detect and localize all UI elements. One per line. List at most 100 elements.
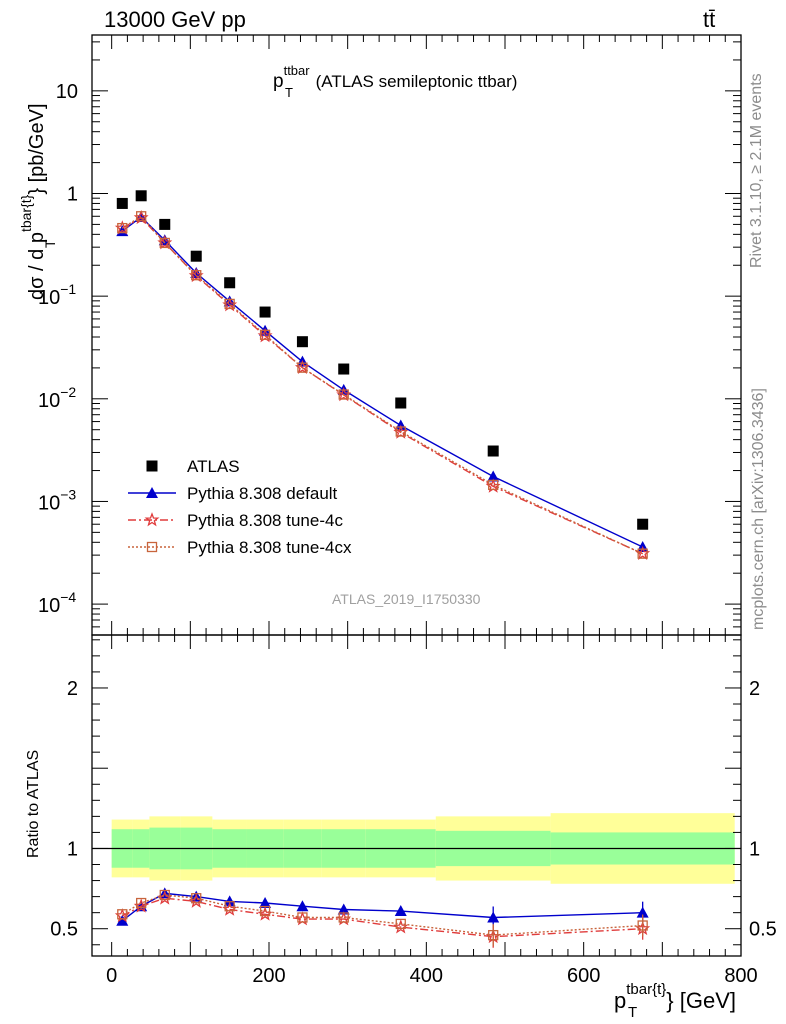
ratio-point-default — [487, 911, 500, 923]
legend: ATLAS Pythia 8.308 default Pythia 8.308 tu… — [128, 457, 352, 557]
ratio-line-tune4c — [121, 897, 643, 938]
ratio-point-default — [223, 895, 236, 907]
main-point-data — [224, 277, 236, 289]
main-point-tune4cx — [297, 362, 308, 373]
ratio-point-tune4cx — [297, 912, 308, 923]
main-ytick-label: 10−3 — [38, 486, 76, 514]
ratio-xtick-label: 200 — [252, 965, 285, 987]
xlabel-rest: } [GeV] — [666, 988, 736, 1013]
ratio-point-default — [394, 905, 407, 917]
svg-text:T: T — [42, 239, 58, 248]
main-point-data — [116, 197, 128, 209]
ratio-point-tune4cx — [395, 918, 406, 930]
energy-label: 13000 GeV pp — [104, 7, 246, 32]
main-point-data — [487, 445, 499, 457]
ratio-point-default — [296, 900, 309, 912]
main-point-tune4cx — [637, 548, 648, 559]
legend-marker-default — [146, 487, 158, 498]
xlabel: ptbar{t}} [GeV] T — [614, 981, 736, 1021]
ratio-point-default — [636, 906, 649, 918]
main-series-tune4c — [114, 209, 651, 560]
legend-marker-data — [146, 460, 158, 472]
mcplots-label: mcplots.cern.ch [arXiv:1306.3436] — [750, 388, 767, 630]
ratio-ytick-label-left: 2 — [67, 678, 78, 700]
legend-marker-tune4c — [144, 512, 160, 527]
plot-title-rest: (ATLAS semileptonic ttbar) — [316, 72, 518, 91]
ratio-point-tune4cx — [488, 929, 499, 941]
ratio-xtick-label: 800 — [724, 965, 757, 987]
xlabel-main: p — [614, 988, 626, 1013]
main-point-tune4cx — [395, 426, 406, 437]
main-ytick-label: 10−2 — [38, 384, 76, 412]
main-ytick-label: 10−4 — [38, 589, 76, 617]
ratio-ytick-label-right: 2 — [749, 678, 760, 700]
main-point-data — [296, 336, 308, 348]
ratio-ylabel: Ratio to ATLAS — [25, 750, 42, 858]
ratio-series-tune4cx — [117, 889, 648, 947]
ratio-point-tune4cx — [191, 893, 202, 904]
main-ylabel: dσ / d ptbar{t}} [pb/GeV] T — [18, 104, 58, 301]
legend-label-default: Pythia 8.308 default — [187, 484, 338, 503]
main-point-tune4cx — [159, 237, 170, 249]
ratio-xtick-label: 600 — [567, 965, 600, 987]
ratio-point-default — [259, 897, 272, 909]
main-plot-area — [114, 190, 651, 560]
ratio-xtick-label: 400 — [410, 965, 443, 987]
ratio-axes: 0.5 0.5 1 1 2 2 0 200 400 600 800 — [50, 635, 777, 987]
ratio-point-tune4cx — [259, 905, 271, 917]
ratio-xtick-label: 0 — [106, 965, 117, 987]
rivet-label: Rivet 3.1.10, ≥ 2.1M events — [748, 73, 765, 268]
legend-label-tune4cx: Pythia 8.308 tune-4cx — [187, 538, 352, 557]
legend-label-data: ATLAS — [187, 457, 240, 476]
ratio-ytick-label-left: 0.5 — [50, 919, 78, 941]
ratio-ytick-label-right: 0.5 — [749, 919, 777, 941]
main-point-tune4cx — [338, 389, 349, 400]
main-point-tune4cx — [191, 270, 202, 281]
analysis-tag: ATLAS_2019_I1750330 — [332, 591, 481, 607]
legend-entry-tune4c: Pythia 8.308 tune-4c — [128, 511, 343, 530]
main-ytick-label: 10 — [56, 81, 78, 103]
plot-title: pttbar (ATLAS semileptonic ttbar) — [273, 63, 517, 92]
ratio-point-tune4cx — [159, 889, 170, 901]
ratio-point-tune4cx — [637, 920, 648, 931]
plot-title-sup: ttbar — [284, 63, 311, 78]
legend-entry-default: Pythia 8.308 default — [128, 484, 338, 503]
plot-title-main: p — [273, 71, 284, 92]
process-label: tt̄ — [703, 7, 715, 32]
ratio-point-tune4cx — [338, 912, 349, 923]
main-series-tune4cx — [117, 211, 648, 559]
main-point-data — [338, 363, 350, 375]
main-ytick-label: 1 — [67, 183, 78, 205]
ratio-plot-area — [92, 813, 741, 948]
plot-title-sub: T — [285, 85, 293, 100]
main-point-tune4cx — [259, 329, 271, 340]
ratio-panel: 0.5 0.5 1 1 2 2 0 200 400 600 800 Ratio to ATLAS p… — [25, 634, 777, 1021]
main-point-data — [135, 190, 147, 202]
ratio-point-default — [116, 914, 129, 926]
ratio-frame — [91, 634, 742, 957]
main-series-data — [116, 190, 649, 530]
ratio-point-tune4cx — [117, 909, 128, 920]
main-point-default — [487, 470, 500, 482]
ratio-point-tune4cx — [136, 897, 147, 909]
svg-text:dσ / d ptbar{t}} [pb/GeV]: dσ / d ptbar{t}} [pb/GeV] — [18, 104, 48, 301]
main-point-data — [395, 397, 407, 409]
xlabel-sub: T — [628, 1004, 637, 1021]
svg-text:ptbar{t}} [GeV]: ptbar{t}} [GeV] — [614, 981, 736, 1013]
main-point-tune4cx — [117, 222, 128, 234]
main-line-tune4c — [121, 216, 643, 555]
legend-label-tune4c: Pythia 8.308 tune-4c — [187, 511, 343, 530]
main-point-data — [637, 518, 649, 530]
ratio-point-default — [337, 903, 350, 915]
legend-marker-tune4cx — [146, 541, 158, 553]
legend-entry-tune4cx: Pythia 8.308 tune-4cx — [128, 538, 352, 557]
main-point-tune4cx — [224, 298, 235, 310]
main-point-tune4cx — [488, 479, 499, 491]
ratio-line-tune4cx — [121, 894, 643, 936]
main-point-data — [259, 306, 271, 318]
xlabel-sup: tbar{t} — [626, 981, 666, 998]
ratio-ytick-label-left: 1 — [67, 838, 78, 860]
